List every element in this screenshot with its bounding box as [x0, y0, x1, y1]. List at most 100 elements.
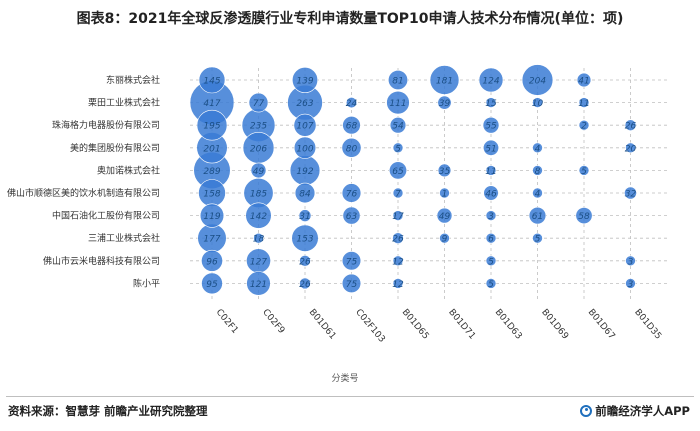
bubble-label: 127: [250, 257, 267, 267]
bubble: [342, 115, 361, 135]
bubble-label: 289: [203, 167, 220, 177]
bubble-label: 41: [578, 77, 589, 87]
bubble: [386, 90, 410, 115]
bubble: [625, 255, 636, 267]
bubble-label: 46: [485, 190, 497, 200]
qianzhan-logo-icon: [580, 405, 593, 417]
bubble-label: 81: [392, 77, 403, 87]
bubble-label: 15: [485, 99, 497, 109]
y-tick-label: 栗田工业株式会社: [88, 97, 160, 109]
bubble: [291, 67, 318, 94]
bubble-label: 11: [485, 167, 496, 177]
bubble: [624, 186, 637, 200]
bubble-label: 111: [389, 99, 406, 109]
bubble: [246, 271, 271, 296]
bubble-label: 4: [535, 144, 541, 154]
bubble: [532, 165, 543, 176]
bubble: [196, 109, 228, 141]
bubble-label: 121: [250, 280, 267, 290]
footer-brand: 前瞻经济学人APP: [580, 403, 690, 419]
bubble: [485, 210, 497, 221]
bubble: [485, 255, 497, 267]
footer-source: 资料来源：智慧芽 前瞻产业研究院整理: [8, 404, 208, 418]
bubble-label: 61: [532, 212, 543, 222]
bubble-label: 4: [535, 190, 541, 200]
bubble-label: 26: [299, 280, 311, 290]
bubble-label: 58: [578, 212, 590, 222]
bubble-label: 11: [578, 99, 589, 109]
bubble-label: 31: [299, 212, 310, 222]
bubble-label: 3: [628, 280, 634, 290]
y-tick-label: 中国石油化工股份有限公司: [52, 210, 160, 222]
bubble: [198, 66, 226, 94]
bubble-label: 75: [346, 257, 358, 267]
bubble: [299, 277, 311, 290]
x-tick-label: B01D69: [539, 308, 570, 342]
bubble-label: 20: [625, 144, 637, 154]
bubble: [482, 116, 500, 134]
bubble-label: 3: [488, 212, 494, 222]
bubble: [387, 70, 408, 91]
bubble-label: 65: [392, 167, 404, 177]
bubble: [341, 137, 362, 158]
footer-brand-text: 前瞻经济学人APP: [595, 404, 690, 418]
bubble: [341, 251, 362, 271]
bubble-label: 26: [625, 122, 637, 132]
bubble: [291, 224, 319, 252]
bubble-label: 206: [250, 144, 267, 154]
bubble-label: 68: [346, 122, 358, 132]
y-tick-label: 奥加诺株式会社: [97, 164, 160, 176]
bubble-label: 35: [439, 167, 451, 177]
bubble: [575, 207, 593, 225]
bubble-label: 2: [581, 122, 587, 132]
bubble-label: 96: [206, 257, 218, 267]
bubble: [439, 187, 450, 199]
x-axis-title: 分类号: [331, 372, 358, 384]
bubble: [299, 254, 311, 267]
bubble: [392, 187, 404, 199]
bubble: [437, 163, 452, 178]
bubble: [437, 95, 452, 110]
bubble-label: 9: [442, 235, 448, 245]
bubble: [392, 255, 404, 267]
bubble: [345, 96, 358, 109]
bubble-label: 5: [488, 257, 494, 267]
bubble: [532, 232, 543, 244]
bubble-label: 26: [299, 257, 311, 267]
bubble-label: 204: [529, 77, 546, 87]
bubble-label: 6: [488, 235, 494, 245]
bubble-label: 63: [346, 212, 358, 222]
bubble: [341, 183, 362, 203]
bubble: [578, 97, 590, 108]
bubble-label: 76: [346, 190, 358, 200]
bubble-label: 3: [628, 257, 634, 267]
bubble: [485, 232, 497, 244]
bubble-label: 100: [296, 144, 313, 154]
bubble-label: 77: [253, 99, 265, 109]
bubble-label: 153: [296, 235, 313, 245]
x-tick-label: C02F103: [353, 308, 386, 345]
bubble: [436, 207, 453, 224]
bubble-label: 84: [299, 190, 311, 200]
bubble-label: 18: [253, 235, 265, 245]
y-tick-label: 三浦工业株式会社: [88, 232, 160, 244]
bubble: [392, 210, 404, 221]
bubble: [521, 64, 554, 96]
bubble-label: 119: [203, 212, 220, 222]
bubble: [485, 278, 497, 289]
bubble-label: 12: [392, 280, 404, 290]
bubble-label: 51: [485, 144, 496, 154]
bubble: [532, 187, 543, 199]
bubble-label: 181: [436, 77, 453, 87]
bubble: [625, 278, 636, 289]
bubble: [578, 119, 590, 131]
bubble: [578, 165, 590, 176]
bubble: [392, 232, 404, 244]
bubble-label: 5: [535, 235, 541, 245]
y-tick-label: 珠海格力电器股份有限公司: [52, 119, 160, 131]
x-axis-labels: C02F1 C02F9 B01D61 C02F103 B01D65 B01D71 B01D6…: [214, 308, 663, 345]
bubble: [388, 161, 407, 180]
bubble-label: 49: [253, 167, 265, 177]
bubble-label: 5: [395, 144, 401, 154]
